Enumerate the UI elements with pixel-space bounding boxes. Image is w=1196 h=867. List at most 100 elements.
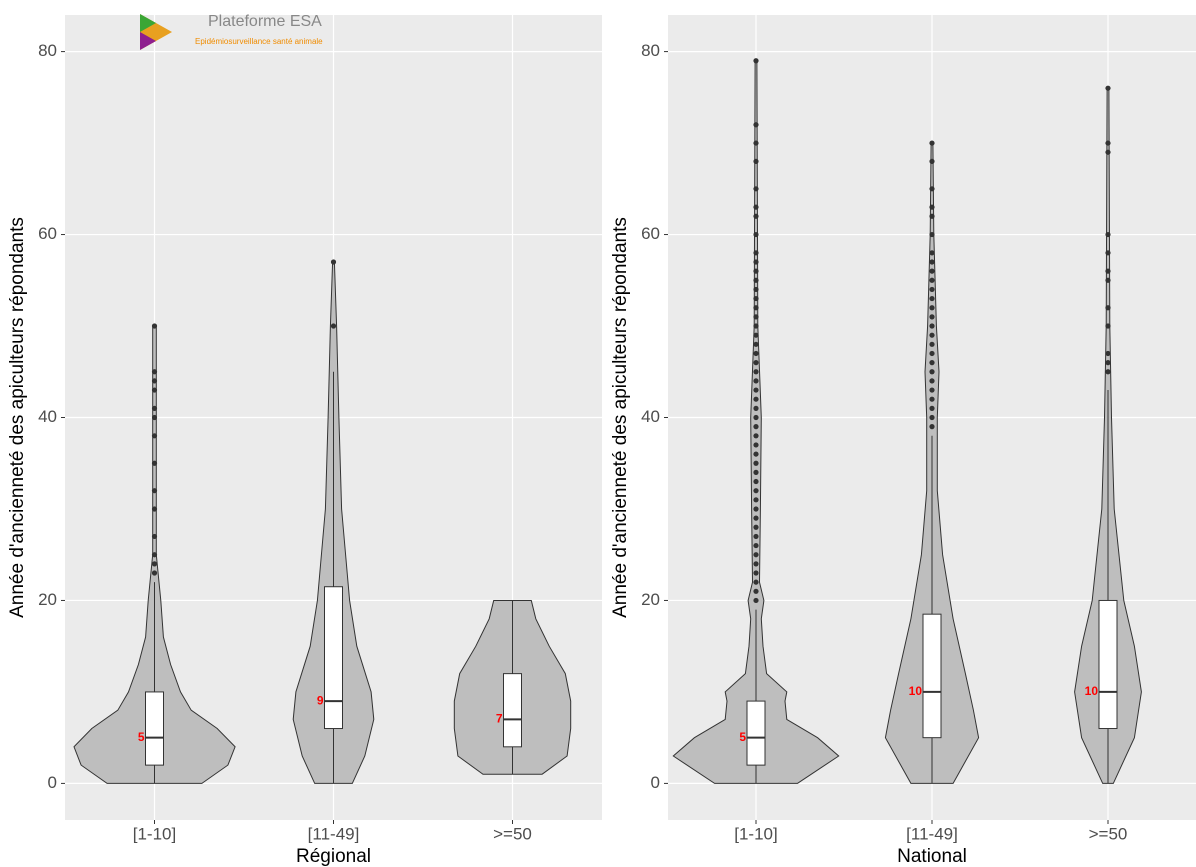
outlier xyxy=(929,350,935,357)
outlier xyxy=(753,442,759,448)
x-tick-label: >=50 xyxy=(493,824,532,843)
box xyxy=(503,673,522,748)
outlier xyxy=(929,378,935,384)
outlier xyxy=(330,259,337,265)
outlier xyxy=(753,350,759,357)
outlier xyxy=(929,360,935,366)
y-tick-label: 40 xyxy=(641,407,660,426)
y-tick-label: 60 xyxy=(641,224,660,243)
outlier xyxy=(151,405,158,411)
outlier xyxy=(929,250,935,256)
median-label: 5 xyxy=(138,730,145,744)
outlier xyxy=(929,405,935,411)
outlier xyxy=(753,286,759,293)
outlier xyxy=(753,360,759,366)
median-label: 5 xyxy=(739,730,746,744)
outlier xyxy=(151,369,158,375)
outlier xyxy=(753,186,759,192)
y-tick-label: 80 xyxy=(641,41,660,60)
outlier xyxy=(1105,268,1111,274)
outlier xyxy=(753,314,759,320)
outlier xyxy=(753,469,759,475)
outlier xyxy=(330,323,337,329)
y-tick-label: 80 xyxy=(38,41,57,60)
outlier xyxy=(753,122,759,128)
median-label: 9 xyxy=(317,693,324,707)
median-label: 7 xyxy=(496,712,503,726)
outlier xyxy=(929,231,935,238)
outlier xyxy=(151,323,158,329)
outlier xyxy=(929,387,935,393)
outlier xyxy=(753,497,759,503)
outlier xyxy=(753,259,759,265)
logo: Plateforme ESA Epidémiosurveillance sant… xyxy=(140,13,323,50)
outlier xyxy=(929,369,935,375)
outlier xyxy=(1105,369,1111,375)
y-tick-label: 40 xyxy=(38,407,57,426)
outlier xyxy=(929,286,935,293)
outlier xyxy=(1105,350,1111,357)
y-axis-title: Année d'ancienneté des apiculteurs répon… xyxy=(610,217,631,618)
outlier xyxy=(929,204,935,210)
y-axis-title: Année d'ancienneté des apiculteurs répon… xyxy=(7,217,28,618)
outlier xyxy=(929,158,935,164)
logo-mark xyxy=(140,32,156,50)
x-axis-title: Régional xyxy=(296,846,371,867)
outlier xyxy=(1105,85,1111,91)
logo-mark xyxy=(140,14,156,32)
box xyxy=(746,700,766,766)
outlier xyxy=(929,314,935,320)
x-tick-label: [11-49] xyxy=(906,824,958,843)
x-tick-label: [1-10] xyxy=(734,824,777,843)
y-tick-label: 60 xyxy=(38,224,57,243)
outlier xyxy=(151,378,158,384)
outlier xyxy=(753,204,759,210)
outlier xyxy=(929,424,935,430)
outlier xyxy=(753,405,759,411)
outlier xyxy=(753,414,759,421)
outlier xyxy=(151,570,158,576)
outlier xyxy=(1105,140,1111,146)
outlier xyxy=(151,433,158,439)
outlier xyxy=(929,396,935,402)
outlier xyxy=(753,323,759,329)
outlier xyxy=(151,561,158,567)
outlier xyxy=(753,332,759,338)
logo-subtitle: Epidémiosurveillance santé animale xyxy=(195,37,323,46)
outlier xyxy=(753,305,759,311)
outlier xyxy=(753,250,759,256)
outlier xyxy=(753,533,759,540)
y-tick-label: 0 xyxy=(48,773,57,792)
outlier xyxy=(753,597,759,604)
y-tick-label: 20 xyxy=(641,590,660,609)
outlier xyxy=(753,451,759,457)
outlier xyxy=(753,524,759,530)
outlier xyxy=(753,579,759,585)
outlier xyxy=(151,533,158,540)
outlier xyxy=(1105,305,1111,311)
y-tick-label: 0 xyxy=(651,773,660,792)
outlier xyxy=(753,396,759,402)
outlier xyxy=(753,588,759,594)
median-label: 10 xyxy=(1085,684,1099,698)
outlier xyxy=(1105,231,1111,238)
outlier xyxy=(929,332,935,338)
box xyxy=(145,691,164,766)
outlier xyxy=(753,542,759,549)
outlier xyxy=(753,277,759,283)
outlier xyxy=(753,213,759,219)
outlier xyxy=(753,433,759,439)
outlier xyxy=(753,460,759,466)
outlier xyxy=(753,140,759,146)
x-tick-label: [1-10] xyxy=(133,824,176,843)
x-tick-label: >=50 xyxy=(1089,824,1128,843)
outlier xyxy=(753,369,759,375)
outlier xyxy=(1105,149,1111,155)
outlier xyxy=(151,414,158,421)
outlier xyxy=(929,414,935,421)
outlier xyxy=(753,424,759,430)
outlier xyxy=(1105,277,1111,283)
outlier xyxy=(753,552,759,558)
x-axis-title: National xyxy=(897,846,967,867)
